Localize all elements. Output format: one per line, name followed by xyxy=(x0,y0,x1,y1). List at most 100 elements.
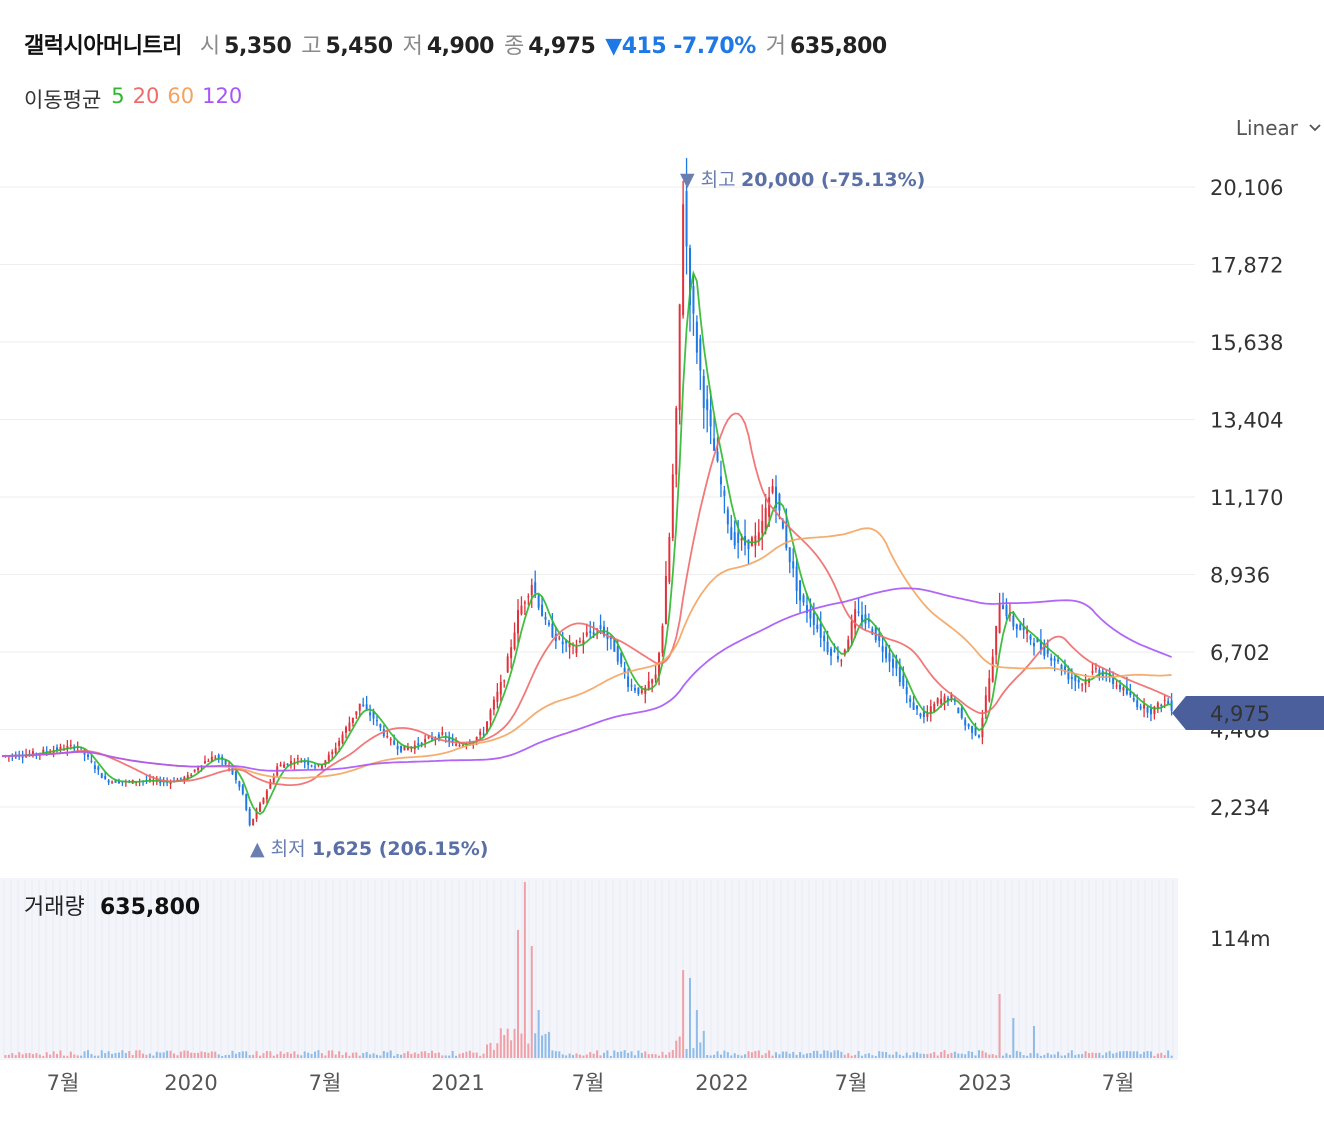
volume-bar xyxy=(396,1053,399,1058)
candle-body xyxy=(737,532,740,543)
candle-body xyxy=(912,702,915,710)
ma-title: 이동평균 xyxy=(24,88,102,112)
volume-bar xyxy=(248,1055,251,1058)
volume-bar xyxy=(998,994,1001,1058)
volume-bar xyxy=(878,1051,881,1058)
candle-body xyxy=(974,727,977,735)
candle-body xyxy=(396,746,399,750)
volume-bar xyxy=(437,1052,440,1058)
candle-body xyxy=(830,648,833,656)
volume-bar xyxy=(314,1051,317,1058)
extreme-annotations: ▼ 최고 20,000 (-75.13%) ▲ 최저 1,625 (206.15%… xyxy=(250,169,925,860)
candle-body xyxy=(1091,671,1094,673)
volume-bar xyxy=(1129,1051,1132,1058)
volume-bar xyxy=(31,1054,34,1058)
candle-body xyxy=(475,737,478,741)
volume-bar xyxy=(757,1050,760,1058)
volume-bar xyxy=(348,1055,351,1058)
candle-body xyxy=(90,760,93,762)
candle-body xyxy=(664,576,667,625)
candle-body xyxy=(351,717,354,723)
volume-bar xyxy=(45,1052,48,1058)
volume-bar xyxy=(38,1054,41,1058)
volume-bar xyxy=(1084,1051,1087,1058)
candle-body xyxy=(1143,704,1146,709)
candle-body xyxy=(716,451,719,462)
volume-bar xyxy=(310,1053,313,1058)
candle-body xyxy=(630,685,633,687)
volume-bar xyxy=(21,1054,24,1058)
volume-bar xyxy=(124,1052,127,1058)
volume-value: 635,800 xyxy=(790,34,887,59)
volume-bar xyxy=(1070,1050,1073,1058)
candle-body xyxy=(637,687,640,694)
volume-bar xyxy=(56,1053,59,1058)
volume-bar xyxy=(510,1040,513,1058)
candle-body xyxy=(259,803,261,812)
candle-body xyxy=(207,760,210,762)
volume-bar xyxy=(382,1051,385,1058)
volume-bar xyxy=(1067,1052,1070,1058)
candle-body xyxy=(768,497,771,517)
volume-bar xyxy=(974,1055,977,1058)
candle-body xyxy=(424,739,427,743)
ma5-toggle[interactable]: 5 xyxy=(111,84,125,108)
volume-bar xyxy=(1112,1053,1115,1058)
candle-body xyxy=(489,709,492,721)
candle-body xyxy=(1170,700,1173,711)
volume-bar xyxy=(461,1052,464,1058)
price-header: 갤럭시아머니트리 시 5,350 고 5,450 저 4,900 종 4,975… xyxy=(24,28,897,62)
scale-selector[interactable]: Linear xyxy=(1236,116,1322,140)
candle-body xyxy=(833,650,836,652)
ma20-toggle[interactable]: 20 xyxy=(132,84,160,108)
volume-bar xyxy=(788,1053,791,1058)
candle-body xyxy=(1101,671,1104,678)
volume-bar xyxy=(503,1034,506,1058)
candle-body xyxy=(1033,642,1035,647)
candle-body xyxy=(544,616,547,620)
candle-body xyxy=(248,808,251,825)
volume-bar xyxy=(561,1054,564,1058)
candle-body xyxy=(823,635,826,642)
ma120-line xyxy=(1,587,1172,772)
volume-bar xyxy=(840,1051,843,1058)
candle-body xyxy=(871,628,874,635)
candle-body xyxy=(530,584,533,595)
candle-body xyxy=(857,611,860,613)
volume-bar xyxy=(114,1053,117,1058)
volume-bar xyxy=(795,1054,798,1058)
candle-body xyxy=(186,775,189,779)
candle-body xyxy=(431,737,433,740)
candle-body xyxy=(854,609,857,629)
volume-bar xyxy=(706,1055,709,1058)
ma60-toggle[interactable]: 60 xyxy=(167,84,195,108)
volume-label: 거 xyxy=(765,34,787,59)
ma120-toggle[interactable]: 120 xyxy=(202,84,243,108)
volume-bar xyxy=(854,1054,857,1058)
volume-bar xyxy=(881,1051,884,1058)
candle-body xyxy=(771,486,774,493)
volume-bar xyxy=(468,1050,471,1058)
volume-bar xyxy=(320,1053,323,1058)
candle-body xyxy=(523,602,526,604)
candle-body xyxy=(733,532,736,546)
volume-bar xyxy=(448,1055,451,1058)
candle-body xyxy=(1129,692,1132,696)
volume-bar xyxy=(771,1055,774,1058)
volume-bar xyxy=(451,1050,454,1058)
candle-body xyxy=(847,639,850,652)
volume-bar xyxy=(1108,1051,1111,1058)
volume-bar xyxy=(692,1048,695,1058)
candle-body xyxy=(585,632,588,636)
candle-body xyxy=(922,711,925,717)
candle-body xyxy=(1167,701,1170,705)
volume-bar xyxy=(523,882,526,1058)
candle-body xyxy=(671,474,674,538)
candle-body xyxy=(582,640,585,646)
candle-body xyxy=(998,603,1001,633)
candle-body xyxy=(1036,638,1039,643)
volume-bar xyxy=(276,1054,279,1058)
volume-bar xyxy=(69,1051,72,1058)
candle-body xyxy=(269,781,272,789)
volume-bar xyxy=(1094,1053,1097,1058)
